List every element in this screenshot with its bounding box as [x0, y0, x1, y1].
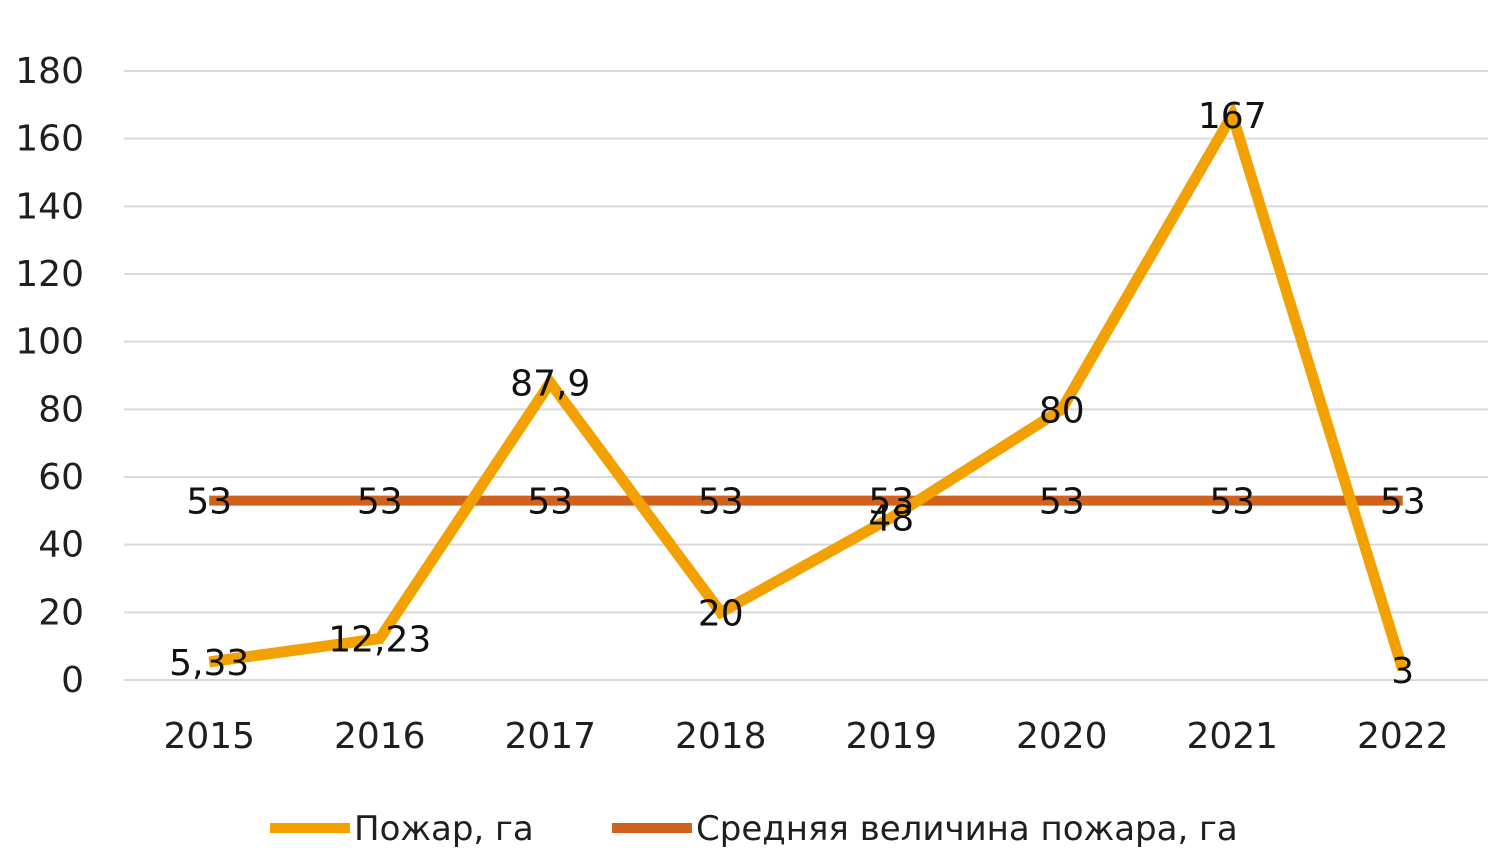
average-data-label: 53	[868, 482, 914, 523]
grid-lines	[124, 70, 1488, 681]
average-data-label: 53	[1039, 482, 1085, 523]
fire-data-label: 80	[1039, 390, 1085, 431]
x-axis-tick-labels: 2015 2016 2017 2018 2019 2020 2021 2022	[163, 716, 1448, 757]
y-tick-label: 20	[38, 592, 84, 633]
data-labels: 5,33 12,23 87,9 20 48 80 167 3 53 53 53 53 53 53 53 53	[169, 96, 1425, 692]
fire-data-label: 3	[1391, 651, 1414, 692]
x-tick-label: 2016	[334, 716, 426, 757]
legend-label: Пожар, га	[354, 809, 534, 849]
x-tick-label: 2022	[1357, 716, 1449, 757]
average-data-label: 53	[527, 482, 573, 523]
y-tick-label: 0	[61, 660, 84, 701]
series-lines	[208, 101, 1409, 672]
x-tick-label: 2020	[1016, 716, 1108, 757]
fire-data-label: 20	[698, 593, 744, 634]
x-tick-label: 2019	[845, 716, 937, 757]
legend: Пожар, га Средняя величина пожара, га	[270, 809, 1238, 849]
fire-data-label: 167	[1198, 96, 1267, 137]
fire-data-label: 12,23	[328, 620, 431, 661]
legend-item-fire: Пожар, га	[270, 809, 534, 849]
y-tick-label: 160	[15, 119, 84, 160]
x-tick-label: 2015	[163, 716, 255, 757]
fire-data-label: 5,33	[169, 643, 249, 684]
series-line-fire	[208, 101, 1409, 672]
y-tick-label: 180	[15, 51, 84, 92]
y-axis-tick-labels: 0 20 40 60 80 100 120 140 160 180	[15, 51, 84, 701]
y-tick-label: 60	[38, 457, 84, 498]
x-tick-label: 2018	[675, 716, 767, 757]
average-data-label: 53	[357, 482, 403, 523]
average-data-label: 53	[1209, 482, 1255, 523]
fire-data-label: 48	[868, 499, 914, 540]
average-data-label: 53	[698, 482, 744, 523]
legend-label: Средняя величина пожара, га	[696, 809, 1238, 849]
y-tick-label: 140	[15, 186, 84, 227]
y-tick-label: 100	[15, 322, 84, 363]
y-tick-label: 80	[38, 389, 84, 430]
y-tick-label: 40	[38, 525, 84, 566]
average-data-label: 53	[186, 482, 232, 523]
legend-item-average: Средняя величина пожара, га	[612, 809, 1238, 849]
x-tick-label: 2017	[504, 716, 596, 757]
fire-data-label: 87,9	[510, 364, 590, 405]
average-data-label: 53	[1380, 482, 1426, 523]
x-tick-label: 2021	[1186, 716, 1278, 757]
y-tick-label: 120	[15, 254, 84, 295]
